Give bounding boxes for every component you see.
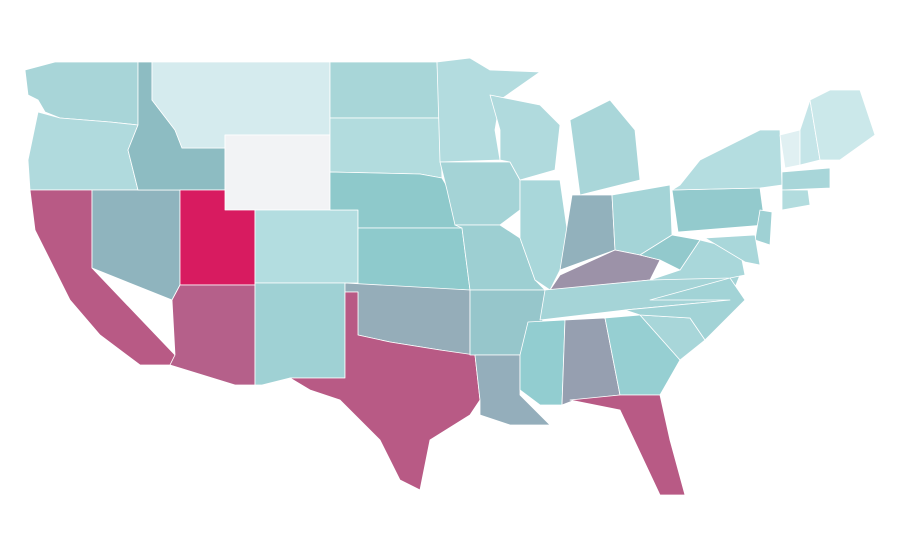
region bbox=[754, 209, 773, 246]
region bbox=[624, 277, 746, 341]
region bbox=[604, 314, 681, 396]
region bbox=[639, 234, 701, 271]
region bbox=[671, 129, 783, 191]
region bbox=[357, 227, 471, 291]
states bbox=[24, 57, 876, 496]
region bbox=[329, 61, 441, 119]
region bbox=[254, 209, 359, 284]
region bbox=[329, 117, 443, 179]
region bbox=[781, 167, 831, 191]
region bbox=[169, 284, 256, 386]
region bbox=[224, 134, 331, 211]
region bbox=[254, 282, 346, 386]
region bbox=[779, 129, 801, 169]
region bbox=[27, 111, 139, 191]
region bbox=[809, 89, 876, 161]
region bbox=[704, 234, 761, 266]
region bbox=[454, 224, 546, 291]
region bbox=[781, 189, 811, 211]
region bbox=[519, 319, 566, 406]
region bbox=[569, 99, 641, 196]
region bbox=[519, 179, 571, 291]
region bbox=[569, 394, 686, 496]
region bbox=[671, 187, 766, 233]
